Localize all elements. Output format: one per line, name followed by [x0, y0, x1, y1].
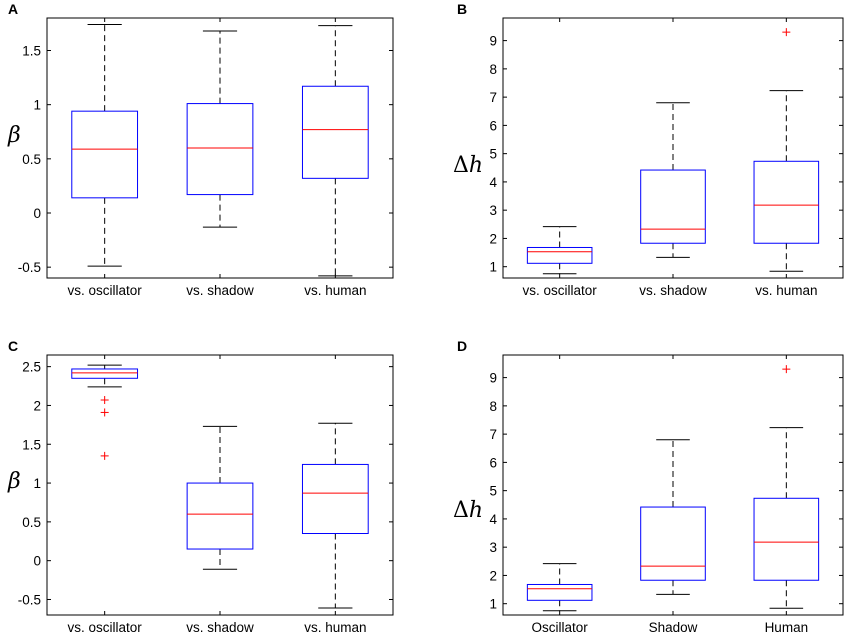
y-axis-label: Δh — [453, 498, 483, 523]
y-tick-label: 8 — [489, 62, 497, 77]
outlier-marker — [100, 396, 109, 405]
y-tick-label: 3 — [489, 540, 497, 555]
y-tick-label: 2.5 — [22, 360, 41, 375]
y-tick-label: 2 — [489, 568, 497, 583]
y-axis-label-delta: Δ — [453, 153, 469, 178]
box-2 — [640, 102, 706, 258]
y-tick-label: 4 — [489, 512, 497, 527]
box-3 — [753, 28, 820, 272]
y-tick-label: 8 — [489, 399, 497, 414]
y-axis-label: Δh — [453, 153, 483, 178]
iqr-box — [301, 463, 369, 535]
y-tick-label: -0.5 — [18, 260, 41, 275]
iqr-box — [186, 482, 254, 550]
x-tick-label: vs. shadow — [186, 283, 254, 298]
y-tick-label: 7 — [489, 427, 497, 442]
outlier-marker — [782, 28, 791, 37]
box-1 — [526, 563, 593, 612]
y-tick-label: 1.5 — [22, 437, 41, 452]
outlier-marker — [100, 408, 109, 417]
y-axis-label-h: h — [469, 498, 483, 523]
box-1 — [526, 226, 593, 275]
iqr-box — [640, 506, 706, 581]
x-tick-label: vs. shadow — [639, 283, 707, 298]
panel-b: B Δh 1 2 3 4 5 6 7 8 9 vs. oscillator vs. shadow vs. … — [453, 1, 844, 298]
panel-label: D — [457, 338, 467, 354]
y-tick-label: 9 — [489, 34, 497, 49]
box-2 — [186, 425, 254, 570]
y-tick-label: 9 — [489, 371, 497, 386]
panel-a: Aβ -0.5 0 0.5 1 1.5 vs. oscillator vs. shadow vs… — [7, 1, 394, 298]
iqr-box — [526, 583, 593, 601]
y-tick-label: 5 — [489, 484, 497, 499]
box-1 — [71, 364, 139, 460]
y-tick-label: 1 — [33, 476, 41, 491]
panel-label: C — [8, 338, 18, 354]
x-tick-label: vs. oscillator — [68, 620, 143, 632]
y-tick-label: 0 — [33, 206, 41, 221]
y-tick-label: 0.5 — [22, 515, 41, 530]
y-tick-label: 4 — [489, 175, 497, 190]
x-tick-label: vs. oscillator — [523, 283, 598, 298]
outlier-marker — [100, 451, 109, 460]
y-tick-label: 0.5 — [22, 152, 41, 167]
x-tick-label: Human — [765, 620, 809, 632]
panel-label: A — [8, 1, 18, 17]
iqr-box — [71, 110, 139, 199]
x-tick-label: vs. oscillator — [68, 283, 143, 298]
y-tick-label: 6 — [489, 118, 497, 133]
x-tick-label: vs. human — [304, 283, 366, 298]
box-1 — [71, 24, 139, 267]
x-tick-label: vs. human — [755, 283, 817, 298]
y-tick-label: 3 — [489, 203, 497, 218]
x-tick-label: Shadow — [649, 620, 698, 632]
box-3 — [301, 25, 369, 277]
x-tick-label: vs. shadow — [186, 620, 254, 632]
iqr-box — [753, 497, 820, 581]
y-axis-label: β — [7, 469, 21, 494]
iqr-box — [71, 368, 139, 379]
y-tick-label: 1 — [489, 597, 497, 612]
iqr-box — [526, 246, 593, 264]
panel-d: D Δh 1 2 3 4 5 6 7 8 9 Oscillator Shadow Human — [453, 338, 844, 632]
y-tick-label: 1 — [489, 260, 497, 275]
panel-label: B — [457, 1, 467, 17]
axes-frame — [46, 354, 394, 616]
x-tick-label: vs. human — [304, 620, 366, 632]
y-axis-label-delta: Δ — [453, 498, 469, 523]
x-tick-label: Oscillator — [532, 620, 589, 632]
y-tick-label: -0.5 — [18, 592, 41, 607]
y-tick-label: 0 — [33, 554, 41, 569]
y-tick-label: 1 — [33, 98, 41, 113]
y-tick-label: 1.5 — [22, 44, 41, 59]
panel-c: Cβ -0.5 0 0.5 1 1.5 2 2.5 vs. oscillator vs. shad… — [7, 338, 394, 632]
y-axis-label-h: h — [469, 153, 483, 178]
iqr-box — [186, 103, 254, 196]
iqr-box — [753, 160, 820, 244]
box-2 — [640, 439, 706, 595]
y-tick-label: 5 — [489, 147, 497, 162]
box-3 — [753, 365, 820, 609]
iqr-box — [640, 169, 706, 244]
y-tick-label: 2 — [489, 231, 497, 246]
y-tick-label: 2 — [33, 398, 41, 413]
iqr-box — [301, 85, 369, 179]
y-tick-label: 7 — [489, 90, 497, 105]
box-3 — [301, 422, 369, 609]
y-tick-label: 6 — [489, 455, 497, 470]
outlier-marker — [782, 365, 791, 374]
box-2 — [186, 30, 254, 228]
y-axis-label: β — [7, 123, 21, 148]
